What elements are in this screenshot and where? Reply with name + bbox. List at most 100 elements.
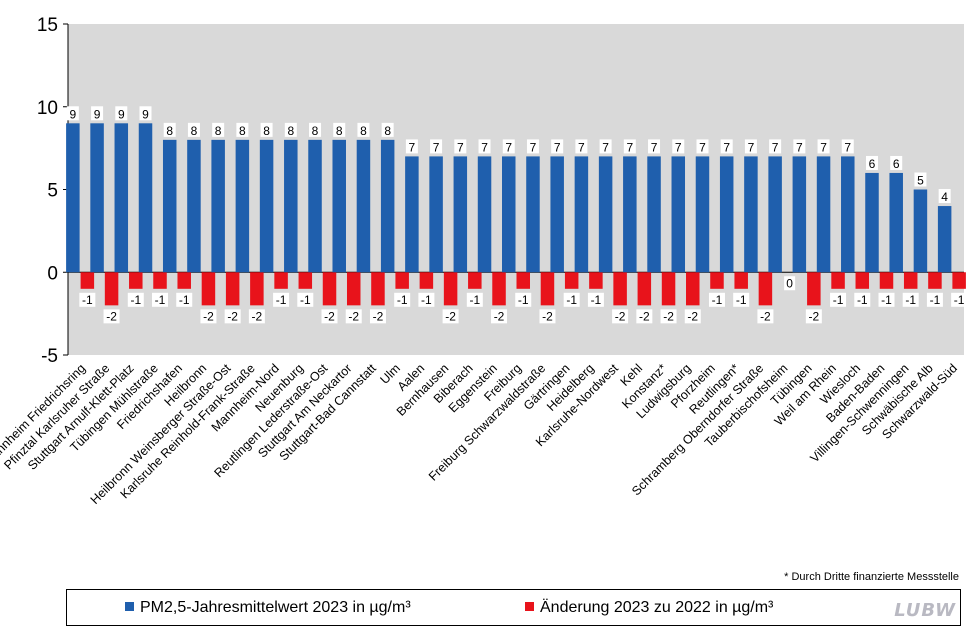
value-label-bg [551, 139, 564, 154]
value-label-pm25: 7 [675, 140, 682, 154]
value-label-pm25: 8 [312, 124, 319, 138]
bar-pm25 [90, 123, 104, 273]
value-label-bg [466, 292, 483, 307]
y-tick-label: 15 [37, 15, 58, 36]
value-label-pm25: 7 [554, 140, 561, 154]
bar-pm25 [841, 156, 855, 273]
legend-label-change: Änderung 2023 zu 2022 in µg/m³ [540, 599, 774, 616]
value-label-pm25: 7 [699, 140, 706, 154]
bar-pm25 [695, 156, 710, 273]
bar-change [468, 272, 482, 289]
value-label-bg [212, 122, 225, 137]
value-label-bg [563, 292, 580, 307]
bar-chart: -5 0 5 10 15 9 -1 9 -2 9 -1 9 -1 8 -1 8 -2 8 -2 8 -2 8 -1 8 -1 8… [0, 15, 968, 507]
value-label-pm25: 7 [505, 140, 512, 154]
value-label-pm25: 7 [530, 140, 537, 154]
value-label-change: -2 [687, 309, 698, 323]
value-label-change: -2 [252, 309, 263, 323]
value-label-pm25: 7 [651, 140, 658, 154]
bars [66, 123, 966, 306]
value-label-pm25: 9 [70, 107, 77, 121]
value-label-pm25: 7 [772, 140, 779, 154]
value-label-pm25: 8 [360, 124, 367, 138]
value-label-pm25: 9 [94, 107, 101, 121]
value-label-bg [430, 139, 443, 154]
bar-change [758, 272, 773, 306]
value-label-change: -2 [348, 309, 359, 323]
value-label-bg [648, 139, 661, 154]
value-label-bg [478, 139, 491, 154]
value-label-change: -1 [833, 293, 844, 307]
bar-pm25 [744, 156, 758, 273]
bar-change [589, 272, 603, 289]
value-label-bg [793, 139, 806, 154]
value-label-change: 0 [786, 276, 793, 290]
legend-item-change: Änderung 2023 zu 2022 in µg/m³ [525, 599, 773, 617]
value-label-change: -1 [130, 293, 141, 307]
value-label-bg [454, 139, 467, 154]
footnote: * Durch Dritte finanzierte Messstelle [784, 571, 959, 583]
bar-change [250, 272, 264, 306]
y-tick-label: -5 [41, 346, 58, 367]
value-label-change: -1 [518, 293, 529, 307]
value-label-bg [744, 139, 757, 154]
value-label-pm25: 8 [336, 124, 343, 138]
value-label-bg [103, 309, 120, 324]
value-label-bg [248, 309, 265, 324]
value-label-bg [890, 155, 903, 170]
value-label-bg [333, 122, 346, 137]
bar-change [80, 272, 95, 289]
value-label-pm25: 7 [626, 140, 633, 154]
bar-change [395, 272, 409, 289]
value-label-pm25: 7 [796, 140, 803, 154]
lubw-logo: LUBW [894, 600, 956, 621]
value-label-bg [309, 122, 322, 137]
bar-pm25 [937, 206, 952, 273]
bar-change [153, 272, 167, 289]
value-label-bg [660, 309, 677, 324]
value-label-change: -1 [155, 293, 166, 307]
value-label-bg [369, 309, 386, 324]
value-label-pm25: 8 [239, 124, 246, 138]
bar-change [346, 272, 361, 306]
value-label-bg [418, 292, 435, 307]
value-label-change: -1 [736, 293, 747, 307]
value-label-bg [502, 139, 515, 154]
bar-change [613, 272, 627, 306]
value-label-change: -1 [469, 293, 480, 307]
y-tick-label: 10 [37, 98, 58, 119]
bar-pm25 [598, 156, 613, 273]
value-label-bg [394, 292, 411, 307]
bar-pm25 [550, 156, 564, 273]
y-tick-label: 5 [47, 181, 58, 202]
bar-change [516, 272, 530, 289]
value-label-pm25: 7 [723, 140, 730, 154]
value-label-change: -2 [373, 309, 384, 323]
bar-pm25 [162, 139, 177, 273]
bar-change [201, 272, 216, 306]
value-label-bg [757, 309, 774, 324]
value-label-bg [357, 122, 370, 137]
value-label-bg [321, 309, 338, 324]
bar-change [298, 272, 313, 289]
bar-pm25 [138, 123, 153, 273]
value-label-bg [769, 139, 782, 154]
value-label-bg [273, 292, 290, 307]
bar-change [661, 272, 676, 306]
value-label-bg [260, 122, 273, 137]
bar-change [443, 272, 458, 306]
value-label-bg [830, 292, 847, 307]
bar-pm25 [865, 172, 879, 273]
bar-pm25 [477, 156, 492, 273]
value-label-bg [200, 309, 217, 324]
value-label-bg [733, 292, 750, 307]
bar-change [855, 272, 870, 289]
value-label-pm25: 7 [844, 140, 851, 154]
value-label-bg [115, 106, 128, 121]
bar-change [564, 272, 579, 289]
value-label-bg [224, 309, 241, 324]
value-label-change: -1 [397, 293, 408, 307]
value-label-bg [575, 139, 588, 154]
bar-change [637, 272, 652, 306]
value-label-bg [817, 139, 830, 154]
